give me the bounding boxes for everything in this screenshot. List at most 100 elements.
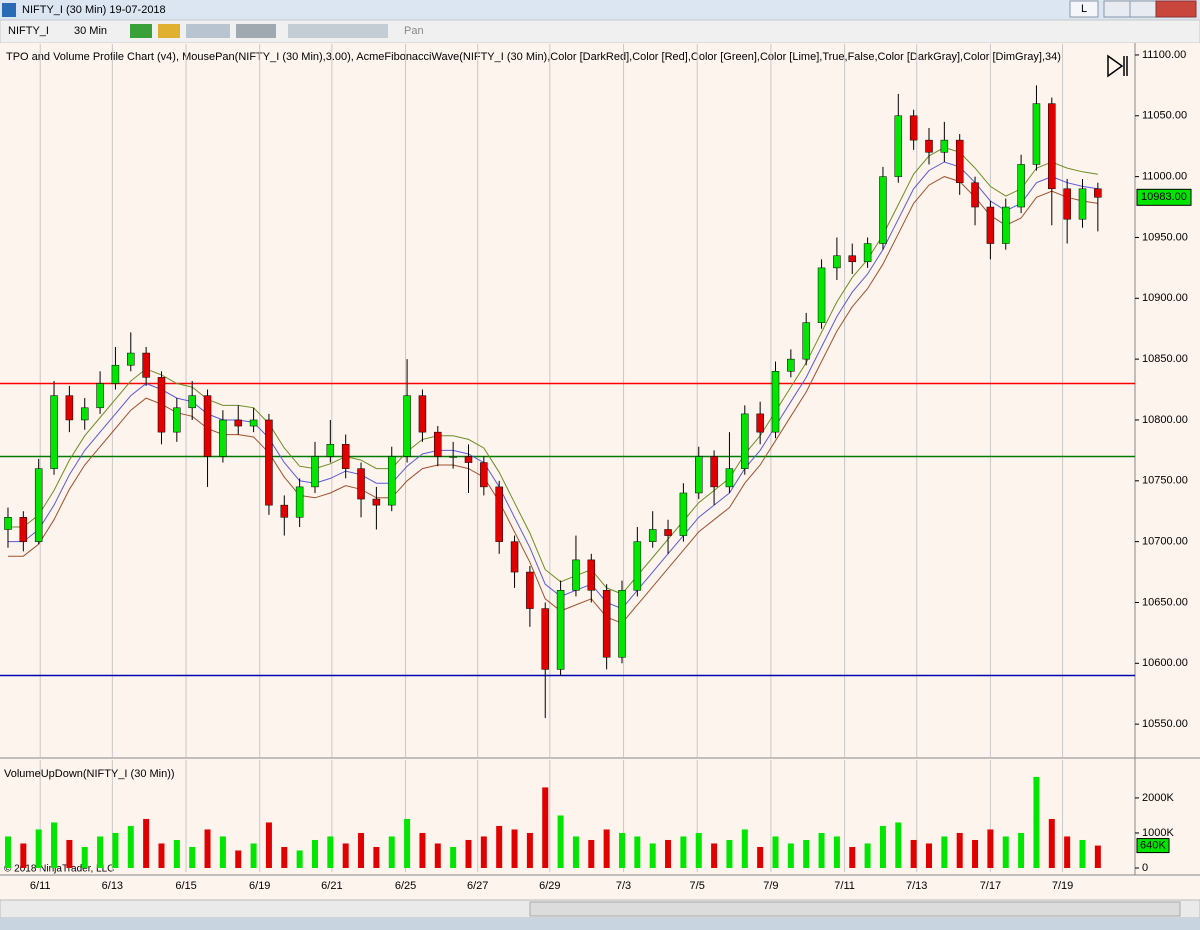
y-tick-label: 1000K bbox=[1142, 827, 1174, 839]
candle-body bbox=[1048, 103, 1056, 190]
candle-body bbox=[34, 468, 43, 542]
candle-body bbox=[142, 352, 150, 378]
candle-body bbox=[19, 517, 28, 542]
volume-bar bbox=[757, 846, 764, 868]
candle-body bbox=[787, 358, 795, 372]
candle-body bbox=[971, 182, 979, 208]
volume-bar bbox=[526, 832, 533, 868]
y-tick-label: 10750.00 bbox=[1142, 475, 1188, 487]
candle-body bbox=[848, 255, 856, 263]
volume-bar bbox=[404, 818, 411, 868]
volume-bar bbox=[235, 850, 242, 868]
candle-body bbox=[387, 456, 396, 506]
volume-bar bbox=[342, 843, 349, 868]
volume-bar bbox=[173, 839, 180, 868]
volume-bar bbox=[987, 829, 994, 868]
volume-bar bbox=[1048, 818, 1055, 868]
x-tick-label: 7/9 bbox=[763, 880, 778, 892]
candle-body bbox=[587, 559, 596, 591]
volume-bar bbox=[20, 843, 27, 868]
interval-selector[interactable]: 30 Min bbox=[74, 25, 107, 37]
volume-bar bbox=[910, 839, 917, 868]
candle-body bbox=[909, 115, 918, 141]
volume-bar bbox=[250, 843, 257, 868]
pan-button[interactable]: Pan bbox=[404, 25, 424, 37]
x-tick-label: 6/11 bbox=[30, 880, 51, 892]
maximize-button[interactable] bbox=[1129, 0, 1157, 18]
instrument-selector[interactable]: NIFTY_I bbox=[8, 25, 49, 37]
link-button-label: L bbox=[1081, 3, 1087, 15]
candle-body bbox=[111, 364, 120, 384]
volume-bar bbox=[741, 829, 748, 868]
candle-body bbox=[265, 419, 273, 506]
volume-bar bbox=[542, 787, 549, 868]
volume-bar bbox=[726, 839, 733, 868]
window-title: NIFTY_I (30 Min) 19-07-2018 bbox=[22, 4, 166, 16]
minimize-button[interactable] bbox=[1103, 0, 1131, 18]
volume-bar bbox=[680, 836, 687, 868]
volume-bar bbox=[895, 822, 902, 868]
volume-bar bbox=[204, 829, 211, 868]
candle-body bbox=[311, 456, 319, 488]
candle-body bbox=[618, 590, 626, 658]
candle-body bbox=[65, 395, 74, 421]
candle-body bbox=[741, 413, 749, 469]
candle-body bbox=[295, 486, 304, 518]
volume-bar bbox=[618, 832, 625, 868]
candle-body bbox=[1017, 164, 1025, 208]
volume-bar bbox=[81, 846, 88, 868]
volume-bar bbox=[143, 818, 150, 868]
candle-body bbox=[648, 529, 657, 542]
volume-bar bbox=[1064, 836, 1071, 868]
indicator-line bbox=[8, 176, 1098, 624]
candle-body bbox=[464, 456, 473, 463]
volume-bar bbox=[879, 825, 886, 868]
candle-body bbox=[863, 243, 872, 263]
tools-buttons[interactable] bbox=[186, 24, 230, 38]
x-tick-label: 6/27 bbox=[467, 880, 488, 892]
candle-body bbox=[1094, 188, 1102, 198]
volume-bar bbox=[450, 846, 457, 868]
volume-bar bbox=[419, 832, 426, 868]
volume-bar bbox=[35, 829, 42, 868]
y-tick-label: 10600.00 bbox=[1142, 657, 1188, 669]
candle-body bbox=[572, 559, 580, 591]
candle-body bbox=[157, 377, 166, 433]
link-button[interactable] bbox=[1069, 0, 1099, 18]
candle-body bbox=[80, 407, 89, 421]
y-tick-label: 10900.00 bbox=[1142, 292, 1188, 304]
candle-body bbox=[249, 419, 258, 427]
x-tick-label: 6/29 bbox=[539, 880, 560, 892]
last-volume-box bbox=[1136, 838, 1170, 854]
candle-body bbox=[418, 395, 427, 433]
volume-bar bbox=[66, 839, 73, 868]
y-tick-label: 10850.00 bbox=[1142, 353, 1188, 365]
app-icon bbox=[2, 3, 16, 17]
candle-body bbox=[541, 608, 549, 670]
volume-bar bbox=[711, 843, 718, 868]
volume-bar bbox=[1079, 839, 1086, 868]
scrollbar-thumb[interactable] bbox=[529, 901, 1181, 917]
close-button[interactable] bbox=[1155, 0, 1197, 18]
volume-bar bbox=[189, 846, 196, 868]
title-bar bbox=[0, 0, 1200, 20]
x-tick-label: 7/19 bbox=[1052, 880, 1073, 892]
x-tick-label: 7/3 bbox=[616, 880, 631, 892]
candle-body bbox=[480, 462, 488, 488]
misc-buttons[interactable] bbox=[288, 24, 388, 38]
indicator-label: TPO and Volume Profile Chart (v4), Mouse… bbox=[6, 51, 1061, 63]
draw-tool-button[interactable] bbox=[158, 24, 180, 38]
candle-body bbox=[372, 498, 381, 506]
scroll-end-icon[interactable] bbox=[1107, 54, 1128, 78]
candle-body bbox=[802, 322, 810, 360]
last-price-label: 10983.00 bbox=[1141, 191, 1187, 203]
volume-bar bbox=[112, 832, 119, 868]
x-tick-label: 6/13 bbox=[102, 880, 123, 892]
bar-type-button[interactable] bbox=[130, 24, 152, 38]
candle-body bbox=[710, 456, 718, 488]
volume-bar bbox=[296, 850, 303, 868]
crosshair-button[interactable] bbox=[236, 24, 276, 38]
volume-bar bbox=[1002, 836, 1009, 868]
volume-bar bbox=[465, 839, 472, 868]
volume-bar bbox=[219, 836, 226, 868]
